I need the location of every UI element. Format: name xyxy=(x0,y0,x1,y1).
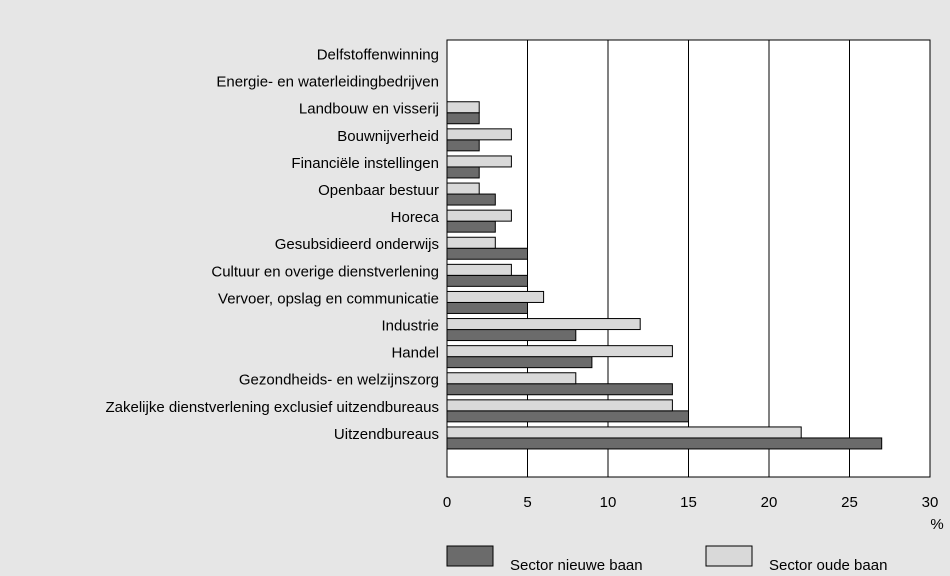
bar xyxy=(446,101,480,114)
bar xyxy=(446,247,528,260)
legend-label: Sector oude baan xyxy=(769,557,887,574)
y-tick-label: Horeca xyxy=(391,209,440,226)
x-axis-unit: % xyxy=(930,516,943,533)
y-tick-label: Handel xyxy=(391,345,439,362)
x-tick-label: 10 xyxy=(600,494,617,511)
bar xyxy=(446,372,577,385)
x-tick-label: 25 xyxy=(841,494,858,511)
y-tick-label: Openbaar bestuur xyxy=(318,182,439,199)
y-tick-label: Uitzendbureaus xyxy=(334,426,439,443)
bar xyxy=(446,236,496,249)
bar xyxy=(446,399,673,412)
legend-swatch xyxy=(446,545,494,567)
y-tick-label: Energie- en waterleidingbedrijven xyxy=(216,74,439,91)
y-tick-label: Landbouw en visserij xyxy=(299,101,439,118)
x-tick-label: 30 xyxy=(922,494,939,511)
y-tick-label: Gezondheids- en welzijnszorg xyxy=(239,372,439,389)
bar xyxy=(446,139,480,152)
bar xyxy=(446,193,496,206)
legend-label: Sector nieuwe baan xyxy=(510,557,643,574)
bar xyxy=(446,209,512,222)
bar xyxy=(446,182,480,195)
x-tick-label: 15 xyxy=(680,494,697,511)
bar xyxy=(446,128,512,141)
y-tick-label: Zakelijke dienstverlening exclusief uitz… xyxy=(105,399,439,416)
y-tick-label: Vervoer, opslag en communicatie xyxy=(218,290,439,307)
bar xyxy=(446,290,545,303)
y-tick-label: Gesubsidieerd onderwijs xyxy=(275,236,439,253)
bar xyxy=(446,301,528,314)
bar xyxy=(446,112,480,125)
bar xyxy=(446,410,689,423)
bar xyxy=(446,263,512,276)
y-tick-label: Financiële instellingen xyxy=(291,155,439,172)
bar xyxy=(446,356,593,369)
x-tick-label: 5 xyxy=(523,494,531,511)
y-tick-label: Industrie xyxy=(381,318,439,335)
x-tick-label: 0 xyxy=(443,494,451,511)
bar xyxy=(446,166,480,179)
bar xyxy=(446,437,883,450)
y-tick-label: Delfstoffenwinning xyxy=(317,47,439,64)
bar xyxy=(446,426,802,439)
y-tick-label: Cultuur en overige dienstverlening xyxy=(211,263,439,280)
bar xyxy=(446,274,528,287)
y-tick-label: Bouwnijverheid xyxy=(337,128,439,145)
bar xyxy=(446,220,496,233)
x-tick-label: 20 xyxy=(761,494,778,511)
bar xyxy=(446,383,673,396)
bar xyxy=(446,318,641,331)
bar xyxy=(446,345,673,358)
bar xyxy=(446,155,512,168)
bar xyxy=(446,329,577,342)
legend-swatch xyxy=(705,545,753,567)
